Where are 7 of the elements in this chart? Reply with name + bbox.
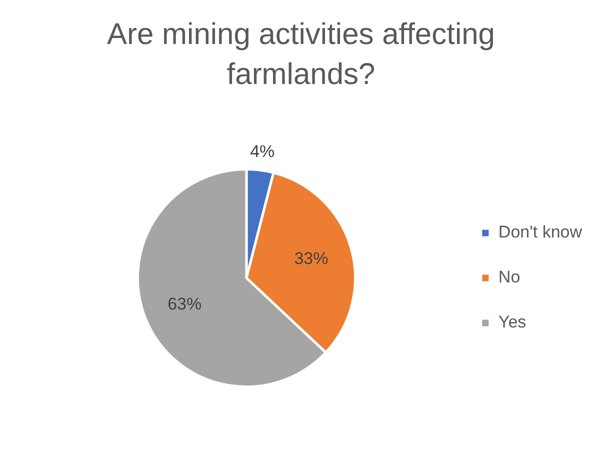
legend-label: No xyxy=(498,268,520,287)
data-label: 33% xyxy=(294,248,328,268)
legend-label: Don't know xyxy=(498,222,583,242)
chart-title: Are mining activities affecting farmlands? xyxy=(106,17,496,93)
data-label: 4% xyxy=(250,142,275,161)
data-label: 63% xyxy=(168,294,202,314)
legend-label: Yes xyxy=(498,312,526,332)
